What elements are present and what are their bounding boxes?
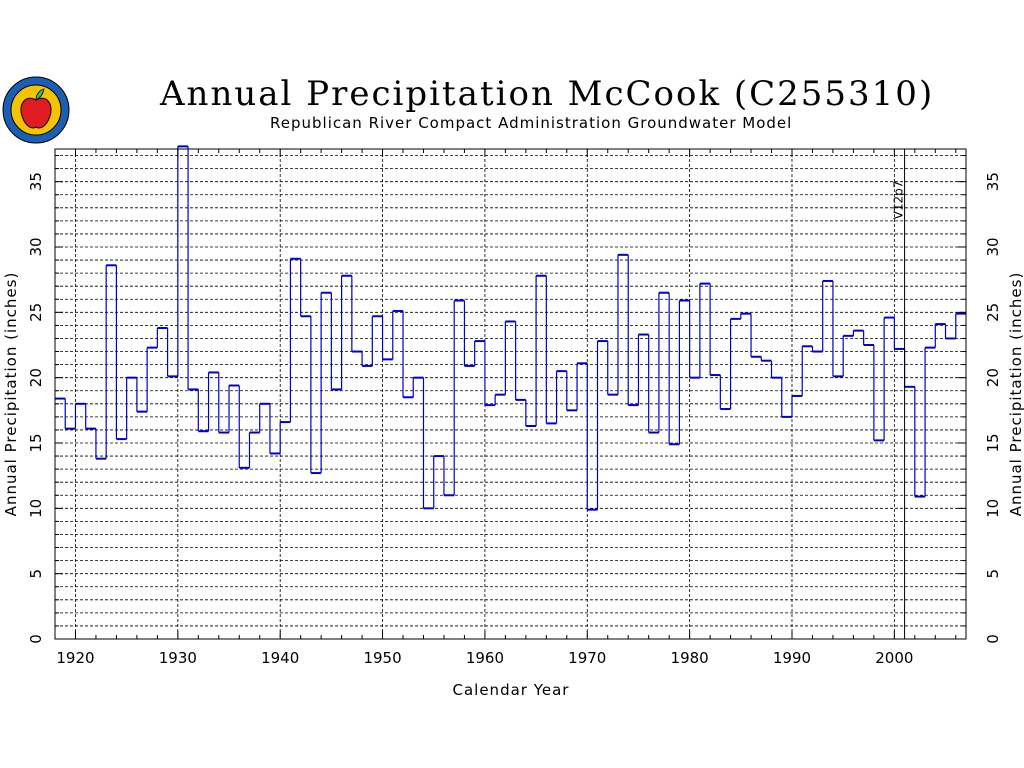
x-tick-label: 1950 bbox=[363, 649, 401, 667]
x-axis-label: Calendar Year bbox=[453, 681, 570, 699]
leaf-icon bbox=[35, 88, 45, 101]
x-tick-label: 1990 bbox=[773, 649, 811, 667]
apple-icon bbox=[20, 97, 52, 129]
y-tick-label-left: 20 bbox=[27, 368, 45, 387]
version-annotation: V12p7 bbox=[892, 181, 906, 220]
y-tick-label-right: 35 bbox=[984, 172, 1002, 191]
y-tick-label-right: 30 bbox=[984, 237, 1002, 256]
grid-layer bbox=[55, 149, 966, 639]
y-tick-label-left: 15 bbox=[27, 433, 45, 452]
y-tick-label-left: 10 bbox=[27, 499, 45, 518]
logo bbox=[2, 76, 70, 144]
x-tick-label: 1940 bbox=[261, 649, 299, 667]
y-tick-label-right: 5 bbox=[984, 569, 1002, 579]
y-tick-label-left: 5 bbox=[27, 569, 45, 579]
y-tick-label-left: 25 bbox=[27, 303, 45, 322]
y-tick-label-left: 35 bbox=[27, 172, 45, 191]
x-tick-label: 2000 bbox=[875, 649, 913, 667]
chart-subtitle: Republican River Compact Administration … bbox=[270, 114, 793, 132]
y-tick-label-right: 25 bbox=[984, 303, 1002, 322]
y-axis-label: Annual Precipitation (inches) bbox=[2, 272, 20, 517]
x-tick-label: 1980 bbox=[671, 649, 709, 667]
y-tick-label-right: 0 bbox=[984, 634, 1002, 644]
series-layer bbox=[55, 145, 966, 511]
chart-title: Annual Precipitation McCook (C255310) bbox=[160, 74, 935, 114]
y-tick-label-left: 0 bbox=[27, 634, 45, 644]
plot-frame bbox=[54, 148, 967, 640]
y-tick-label-right: 15 bbox=[984, 433, 1002, 452]
x-tick-label: 1970 bbox=[568, 649, 606, 667]
y-tick-label-right: 20 bbox=[984, 368, 1002, 387]
x-tick-label: 1930 bbox=[159, 649, 197, 667]
y-axis-label-right: Annual Precipitation (inches) bbox=[1007, 272, 1024, 517]
y-tick-label-left: 30 bbox=[27, 237, 45, 256]
x-tick-label: 1920 bbox=[56, 649, 94, 667]
x-tick-label: 1960 bbox=[466, 649, 504, 667]
y-tick-label-right: 10 bbox=[984, 499, 1002, 518]
axis-layer: 1920 1930 1940 1950 1960 1970 1980 1990 2000 0 0 5 5… bbox=[27, 148, 1002, 667]
